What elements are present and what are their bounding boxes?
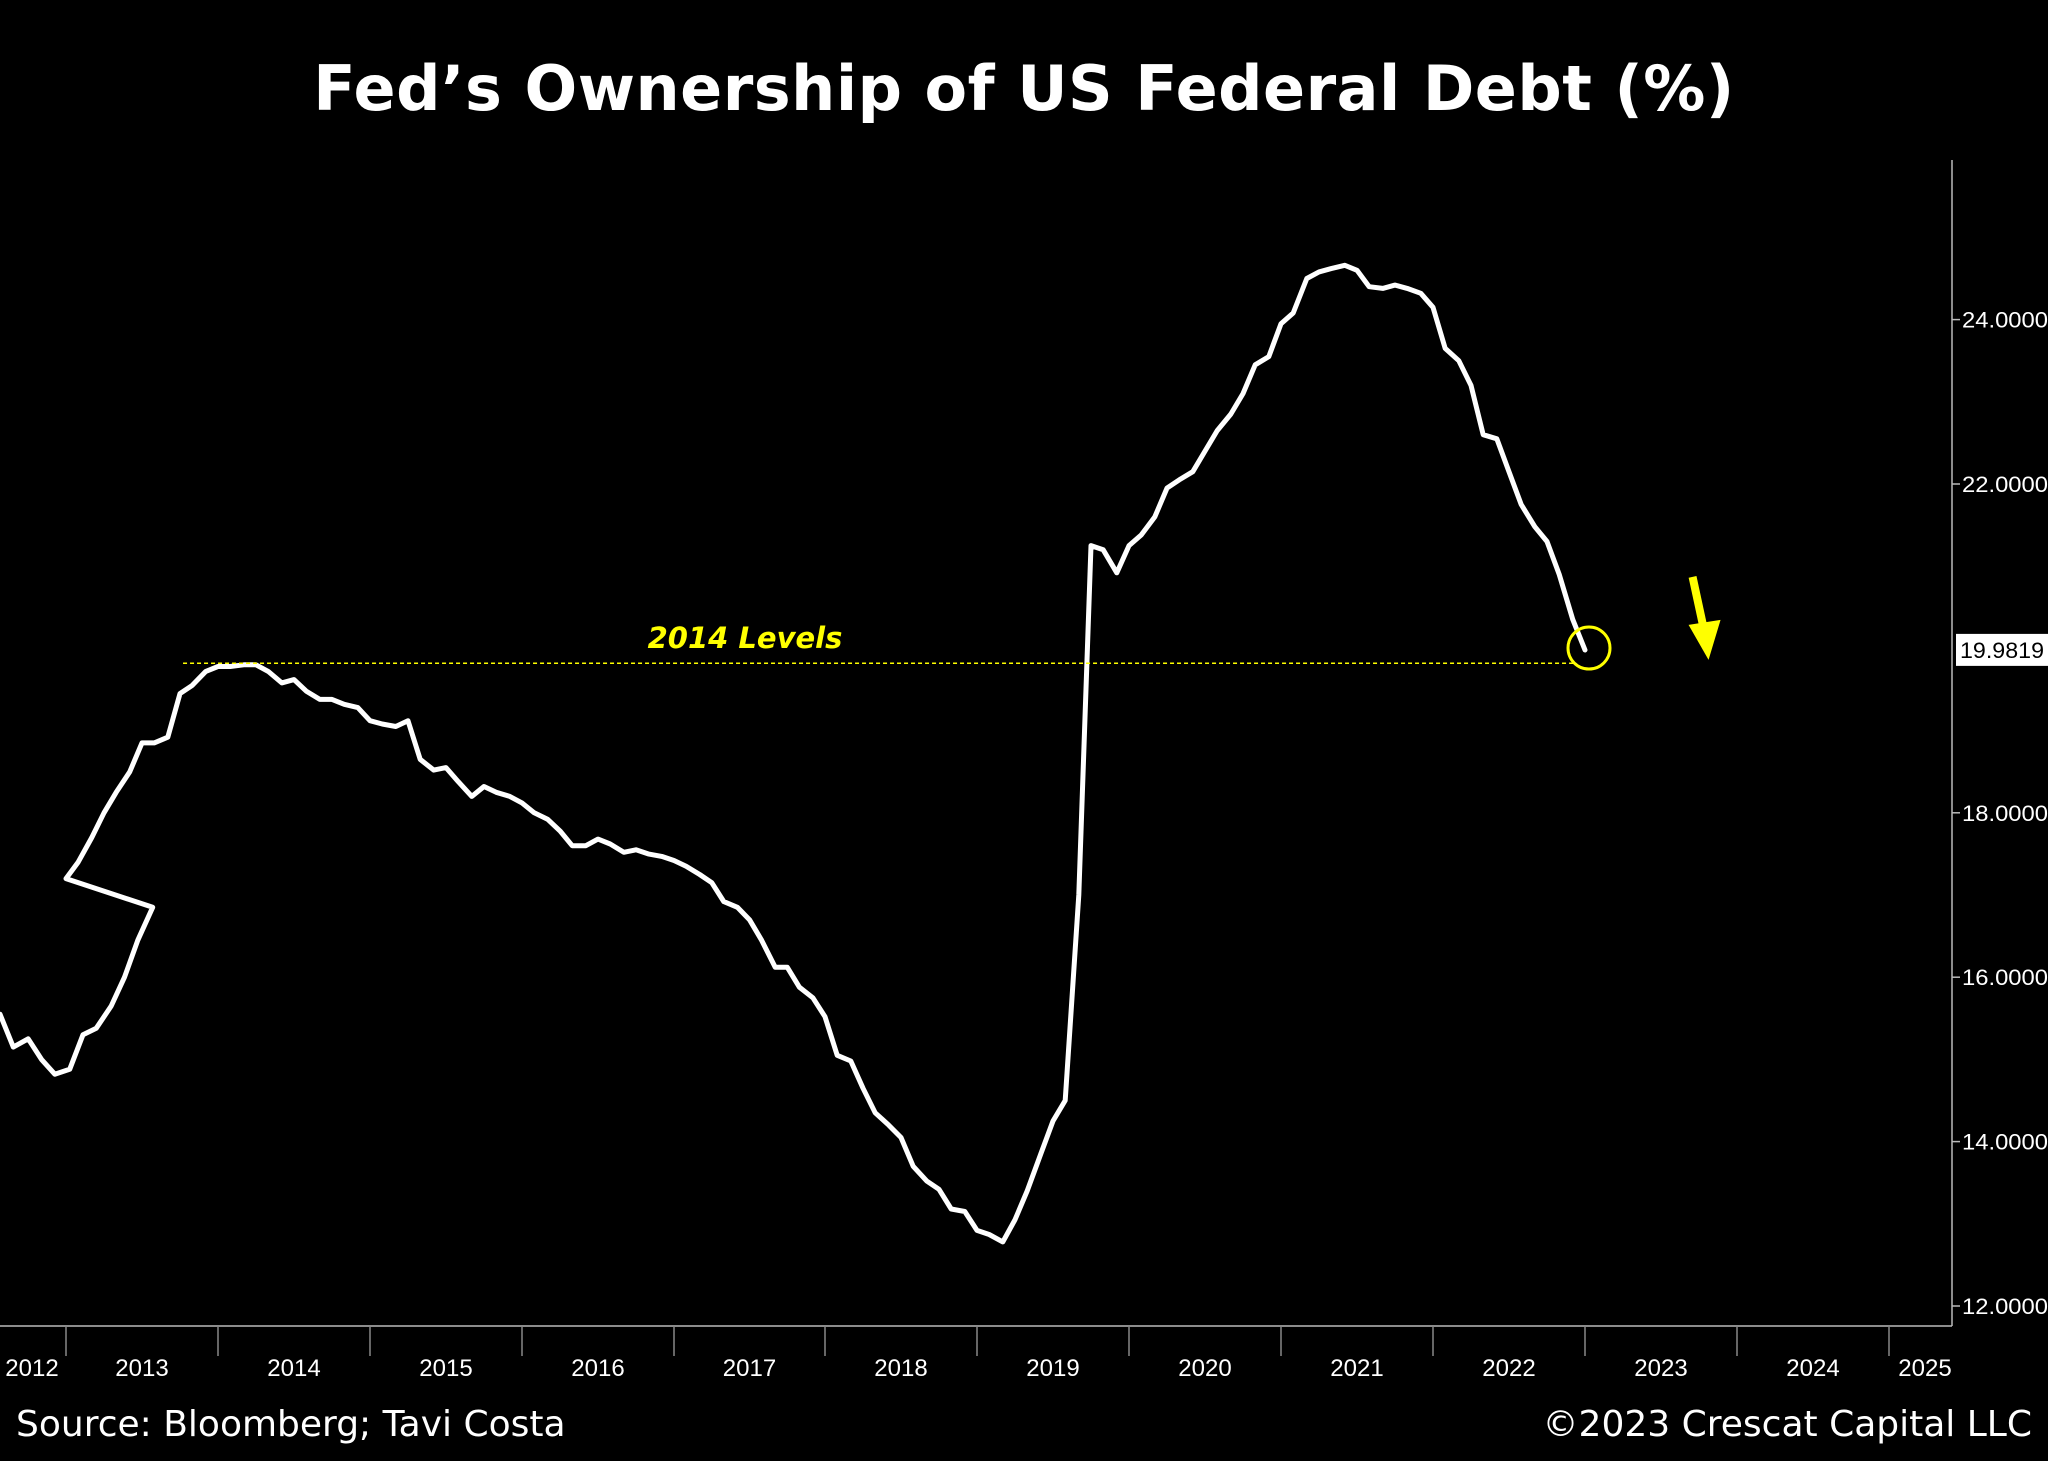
x-tick-label: 2018 <box>874 1355 927 1382</box>
reference-line-label: 2014 Levels <box>648 621 843 655</box>
last-value-label: 19.9819 <box>1960 638 2044 663</box>
down-arrow-head <box>1688 619 1721 660</box>
y-tick-label: 12.0000 <box>1962 1294 2048 1319</box>
down-arrow-shaft <box>1688 576 1708 629</box>
line-chart: 12.0000 14.0000 16.0000 18.0000 22.0000 24.00… <box>0 160 2048 1382</box>
y-tick-label: 22.0000 <box>1962 472 2048 497</box>
source-note: Source: Bloomberg; Tavi Costa <box>16 1404 566 1445</box>
x-tick-label: 2019 <box>1026 1355 1079 1382</box>
x-tick-label: 2025 <box>1898 1355 1951 1382</box>
y-tick-label: 16.0000 <box>1962 965 2048 990</box>
x-tick-label: 2020 <box>1178 1355 1231 1382</box>
x-tick-label: 2016 <box>571 1355 624 1382</box>
x-tick-label: 2013 <box>115 1355 168 1382</box>
plot-layer <box>0 262 1588 1245</box>
x-tick-label: 2023 <box>1634 1355 1687 1382</box>
y-tick-label: 24.0000 <box>1962 308 2048 333</box>
x-tick-label: 2024 <box>1786 1355 1839 1382</box>
x-tick-label: 2012 <box>5 1355 58 1382</box>
annotation-layer: 2014 Levels <box>183 576 1721 671</box>
last-value-box <box>1956 633 2048 666</box>
y-tick-label: 18.0000 <box>1962 801 2048 826</box>
footer-bar <box>0 1398 2048 1461</box>
y-tick-label: 14.0000 <box>1962 1130 2048 1155</box>
chart-title: Fed’s Ownership of US Federal Debt (%) <box>313 52 1735 125</box>
highlight-circle <box>1566 625 1612 671</box>
x-tick-label: 2015 <box>419 1355 472 1382</box>
x-tick-label: 2014 <box>267 1355 320 1382</box>
x-tick-label: 2021 <box>1330 1355 1383 1382</box>
copyright-note: ©2023 Crescat Capital LLC <box>1542 1404 2032 1445</box>
axis-layer: 12.0000 14.0000 16.0000 18.0000 22.0000 24.00… <box>0 160 2048 1382</box>
x-tick-label: 2017 <box>723 1355 776 1382</box>
x-tick-label: 2022 <box>1482 1355 1535 1382</box>
data-series-line <box>0 262 1588 1245</box>
